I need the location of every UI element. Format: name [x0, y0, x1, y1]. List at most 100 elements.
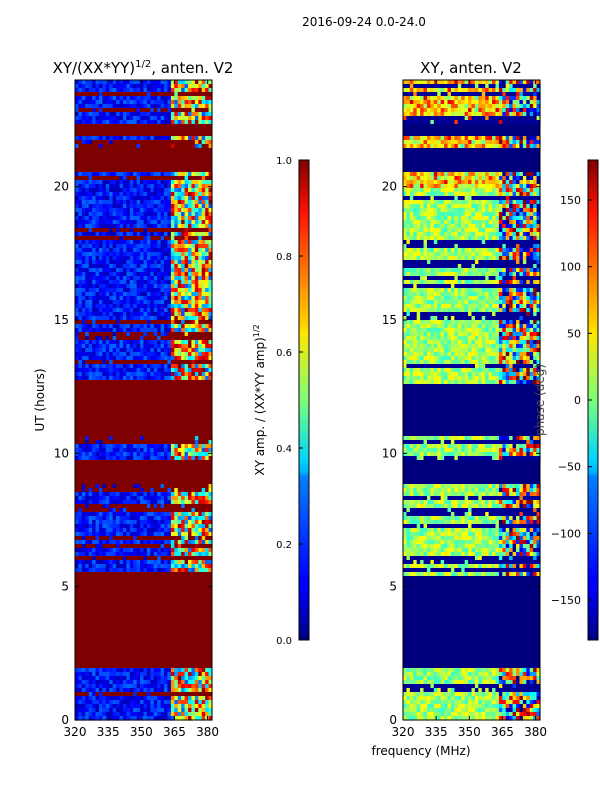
heatmap-cell: [98, 204, 103, 209]
heatmap-cell: [468, 120, 473, 125]
heatmap-cell: [140, 252, 145, 257]
heatmap-cell: [95, 340, 100, 345]
heatmap-cell: [208, 488, 213, 493]
heatmap-cell: [126, 560, 131, 565]
heatmap-cell: [160, 448, 165, 453]
heatmap-cell: [98, 540, 103, 545]
heatmap-cell: [509, 144, 514, 149]
heatmap-cell: [416, 136, 421, 141]
heatmap-cell: [177, 508, 182, 513]
heatmap-cell: [78, 272, 83, 277]
heatmap-cell: [122, 300, 127, 305]
heatmap-cell: [116, 524, 121, 529]
heatmap-cell: [170, 364, 175, 369]
heatmap-cell: [208, 708, 213, 713]
heatmap-cell: [177, 92, 182, 97]
heatmap-cell: [109, 488, 114, 493]
heatmap-cell: [170, 216, 175, 221]
heatmap-cell: [174, 136, 179, 141]
heatmap-cell: [495, 172, 500, 177]
heatmap-cell: [160, 252, 165, 257]
heatmap-cell: [129, 100, 134, 105]
heatmap-cell: [105, 104, 110, 109]
heatmap-cell: [92, 196, 97, 201]
heatmap-cell: [136, 112, 141, 117]
heatmap-cell: [191, 676, 196, 681]
heatmap-cell: [450, 144, 455, 149]
heatmap-cell: [105, 548, 110, 553]
heatmap-cell: [191, 556, 196, 561]
heatmap-cell: [109, 228, 114, 233]
heatmap-cell: [157, 320, 162, 325]
heatmap-cell: [157, 568, 162, 573]
heatmap-cell: [177, 704, 182, 709]
heatmap-cell: [140, 436, 145, 441]
heatmap-cell: [146, 340, 151, 345]
heatmap-cell: [78, 236, 83, 241]
heatmap-cell: [140, 184, 145, 189]
heatmap-cell: [81, 204, 86, 209]
heatmap-cell: [140, 496, 145, 501]
heatmap-cell: [112, 716, 117, 721]
heatmap-cell: [146, 500, 151, 505]
heatmap-cell: [119, 568, 124, 573]
heatmap-cell: [174, 712, 179, 717]
heatmap-cell: [140, 540, 145, 545]
heatmap-cell: [122, 376, 127, 381]
heatmap-cell: [116, 292, 121, 297]
heatmap-cell: [85, 536, 90, 541]
heatmap-cell: [140, 224, 145, 229]
heatmap-cell: [81, 356, 86, 361]
heatmap-cell: [126, 704, 131, 709]
heatmap-cell: [461, 172, 466, 177]
heatmap-cell: [150, 144, 155, 149]
heatmap-cell: [181, 324, 186, 329]
heatmap-cell: [184, 208, 189, 213]
heatmap-cell: [150, 208, 155, 213]
heatmap-cell: [75, 696, 80, 701]
heatmap-cell: [75, 516, 80, 521]
heatmap-cell: [81, 696, 86, 701]
heatmap-cell: [116, 224, 121, 229]
heatmap-cell: [164, 280, 169, 285]
heatmap-cell: [160, 500, 165, 505]
heatmap-masked-row: [75, 624, 212, 629]
heatmap-cell: [116, 484, 121, 489]
heatmap-cell: [481, 116, 486, 121]
heatmap-cell: [184, 324, 189, 329]
heatmap-cell: [184, 140, 189, 145]
heatmap-cell: [174, 296, 179, 301]
heatmap-cell: [201, 440, 206, 445]
heatmap-cell: [75, 552, 80, 557]
heatmap-cell: [440, 104, 445, 109]
heatmap-cell: [181, 368, 186, 373]
amplitude-plot-frame: [74, 79, 213, 721]
heatmap-cell: [133, 256, 138, 261]
heatmap-cell: [98, 260, 103, 265]
heatmap-cell: [102, 216, 107, 221]
heatmap-cell: [119, 548, 124, 553]
heatmap-cell: [403, 104, 408, 109]
heatmap-cell: [157, 680, 162, 685]
heatmap-cell: [208, 136, 213, 141]
heatmap-cell: [194, 268, 199, 273]
heatmap-cell: [95, 244, 100, 249]
heatmap-cell: [88, 500, 93, 505]
heatmap-cell: [81, 680, 86, 685]
heatmap-cell: [181, 144, 186, 149]
heatmap-cell: [95, 320, 100, 325]
heatmap-cell: [433, 100, 438, 105]
amplitude-title-sup: 1/2: [135, 59, 151, 70]
heatmap-cell: [509, 104, 514, 109]
heatmap-cell: [177, 452, 182, 457]
heatmap-cell: [170, 284, 175, 289]
heatmap-cell: [505, 144, 510, 149]
heatmap-cell: [423, 116, 428, 121]
heatmap-cell: [112, 520, 117, 525]
heatmap-cell: [129, 224, 134, 229]
heatmap-cell: [129, 520, 134, 525]
heatmap-cell: [181, 712, 186, 717]
heatmap-cell: [92, 172, 97, 177]
heatmap-cell: [143, 376, 148, 381]
heatmap-cell: [177, 448, 182, 453]
